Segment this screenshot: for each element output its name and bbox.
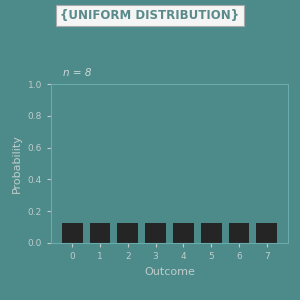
Bar <box>145 223 166 243</box>
Text: n = 8: n = 8 <box>63 68 92 78</box>
Bar <box>256 223 277 243</box>
X-axis label: Outcome: Outcome <box>144 267 195 277</box>
Text: {UNIFORM DISTRIBUTION}: {UNIFORM DISTRIBUTION} <box>60 9 240 22</box>
Bar <box>229 223 249 243</box>
Bar <box>90 223 110 243</box>
Bar <box>117 223 138 243</box>
Bar <box>173 223 194 243</box>
Bar <box>62 223 82 243</box>
Bar <box>201 223 222 243</box>
Y-axis label: Probability: Probability <box>12 134 22 193</box>
